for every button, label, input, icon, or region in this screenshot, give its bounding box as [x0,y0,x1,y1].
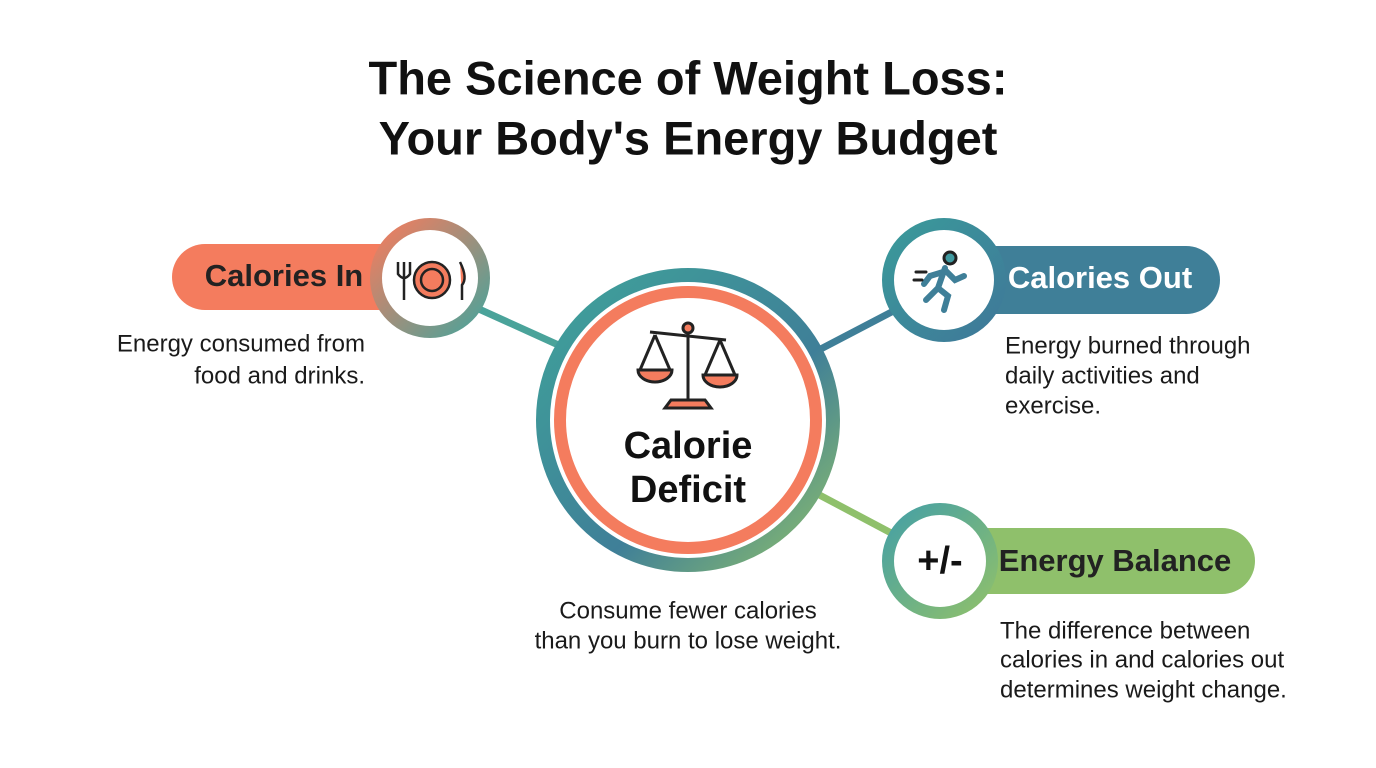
node-label: Calories Out [1008,260,1192,295]
node-description: determines weight change. [1000,676,1287,703]
pill [930,528,1255,594]
pill [172,244,422,310]
connector [808,486,897,539]
center-outer-ring [536,268,840,572]
node-description: exercise. [1005,392,1101,419]
node-description: Energy consumed from [117,330,365,357]
center-description: Consume fewer calories [559,597,816,624]
center-description: than you burn to lose weight. [535,627,842,654]
scale-icon [636,321,739,410]
node-label: Calories In [205,258,364,293]
node-description: calories in and calories out [1000,646,1284,673]
title-line: The Science of Weight Loss: [369,51,1008,104]
node-label: Energy Balance [999,543,1232,578]
plate-icon [396,260,466,300]
connector [813,301,907,356]
runner-icon [912,250,967,313]
icon-circle [882,503,998,619]
title-line: Your Body's Energy Budget [379,111,998,164]
icon-text: +/- [917,540,962,582]
node-description: food and drinks. [194,362,365,389]
center-label: Calorie [624,425,753,467]
node-description: Energy burned through [1005,332,1251,359]
center-inner-ring [554,286,822,554]
node-description: daily activities and [1005,362,1200,389]
connector [468,301,567,352]
node-description: The difference between [1000,617,1250,644]
center-label: Deficit [630,469,746,511]
icon-circle [882,218,1006,342]
